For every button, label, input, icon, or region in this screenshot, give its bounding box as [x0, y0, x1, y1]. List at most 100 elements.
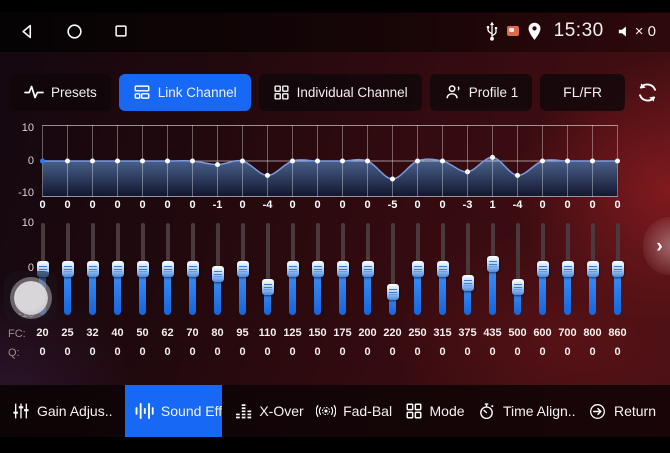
band-slider[interactable]	[255, 222, 280, 320]
refresh-icon[interactable]	[633, 78, 662, 107]
channel-pair-button[interactable]: FL/FR	[540, 73, 625, 111]
nav-xover[interactable]: X-Over	[234, 385, 304, 437]
back-icon[interactable]	[18, 22, 37, 41]
band-gain-value: -4	[512, 199, 523, 211]
band-slider[interactable]	[205, 222, 230, 320]
floating-ball[interactable]	[4, 271, 57, 324]
slider-thumb[interactable]	[386, 284, 399, 300]
band-gain-value: 0	[89, 199, 96, 211]
slider-thumb[interactable]	[436, 261, 449, 277]
band-slider[interactable]	[55, 222, 80, 320]
slider-thumb[interactable]	[486, 256, 499, 273]
slider-thumb-grip	[588, 266, 597, 272]
slider-thumb[interactable]	[86, 261, 99, 277]
slider-thumb-grip	[213, 270, 222, 277]
mute-icon[interactable]: × 0	[616, 23, 656, 40]
nav-return[interactable]: Return	[588, 385, 656, 437]
slider-thumb[interactable]	[311, 261, 324, 277]
next-page-chevron[interactable]: ›	[643, 217, 670, 275]
band-frequency: 200	[358, 327, 377, 339]
slider-thumb[interactable]	[236, 261, 249, 277]
band-slider[interactable]	[380, 222, 405, 320]
slider-thumb[interactable]	[611, 261, 624, 277]
slider-thumb[interactable]	[211, 265, 224, 282]
slider-thumb[interactable]	[561, 261, 574, 277]
slider-fill	[264, 287, 271, 315]
band-slider[interactable]	[555, 222, 580, 320]
band-slider[interactable]	[355, 222, 380, 320]
band-slider[interactable]	[80, 222, 105, 320]
slider-track[interactable]	[390, 223, 395, 315]
slider-thumb[interactable]	[161, 261, 174, 277]
slider-thumb[interactable]	[411, 261, 424, 277]
slider-thumb[interactable]	[336, 261, 349, 277]
band-slider[interactable]	[305, 222, 330, 320]
slider-thumb[interactable]	[111, 261, 124, 277]
band-slider[interactable]	[480, 222, 505, 320]
slider-thumb[interactable]	[136, 261, 149, 277]
band-slider[interactable]	[605, 222, 630, 320]
band-frequency: 80	[211, 327, 224, 339]
nav-gain-adjust[interactable]: Gain Adjus..	[12, 385, 113, 437]
band-slider[interactable]	[105, 222, 130, 320]
tab-presets[interactable]: Presets	[10, 73, 111, 111]
slider-fill	[439, 269, 446, 315]
band-slider[interactable]	[405, 222, 430, 320]
slider-thumb[interactable]	[461, 274, 474, 291]
band-slider[interactable]	[155, 222, 180, 320]
band-frequency: 435	[483, 327, 502, 339]
band-q-value: 0	[364, 346, 371, 358]
band-gain-value: 0	[364, 199, 371, 211]
slider-fill	[489, 264, 496, 315]
tab-profile-label: Profile 1	[468, 84, 519, 100]
band-slider[interactable]	[130, 222, 155, 320]
slider-track[interactable]	[465, 223, 470, 315]
band-slider[interactable]	[180, 222, 205, 320]
tab-profile[interactable]: Profile 1	[429, 73, 533, 111]
slider-thumb-grip	[238, 266, 247, 272]
slider-thumb[interactable]	[61, 261, 74, 277]
nav-sound-effect-label: Sound Effec	[160, 403, 222, 419]
band-q-value: 0	[114, 346, 121, 358]
band-gain-value: 0	[539, 199, 546, 211]
band-slider[interactable]	[530, 222, 555, 320]
slider-thumb[interactable]	[511, 279, 524, 296]
band-slider[interactable]	[330, 222, 355, 320]
band-slider[interactable]	[280, 222, 305, 320]
chevron-glyph: ›	[656, 235, 663, 257]
band-q-value: 0	[289, 346, 296, 358]
slider-thumb-grip	[438, 266, 447, 272]
slider-thumb[interactable]	[286, 261, 299, 277]
recents-icon[interactable]	[112, 22, 130, 40]
slider-thumb-grip	[188, 266, 197, 272]
band-slider[interactable]	[505, 222, 530, 320]
grid-icon	[273, 84, 290, 101]
band-slider[interactable]	[230, 222, 255, 320]
band-gain-value: -4	[262, 199, 273, 211]
nav-fad-bal[interactable]: Fad-Bal	[316, 385, 392, 437]
tab-individual-channel[interactable]: Individual Channel	[258, 73, 422, 111]
nav-time-align[interactable]: Time Align..	[477, 385, 576, 437]
band-slider[interactable]	[580, 222, 605, 320]
nav-mode[interactable]: Mode	[405, 385, 465, 437]
tab-individual-channel-label: Individual Channel	[296, 84, 408, 100]
band-q-value: 0	[264, 346, 271, 358]
band-q-value: 0	[139, 346, 146, 358]
slider-track[interactable]	[515, 223, 520, 315]
home-icon[interactable]	[65, 22, 84, 41]
slider-thumb[interactable]	[186, 261, 199, 277]
xover-bars-icon	[234, 402, 252, 420]
slider-thumb[interactable]	[536, 261, 549, 277]
slider-thumb[interactable]	[261, 279, 274, 296]
band-slider[interactable]	[455, 222, 480, 320]
slider-thumb[interactable]	[586, 261, 599, 277]
nav-gain-adjust-label: Gain Adjus..	[37, 403, 113, 419]
slider-thumb[interactable]	[361, 261, 374, 277]
band-frequency: 375	[458, 327, 477, 339]
slider-fill	[514, 287, 521, 315]
nav-sound-effect[interactable]: Sound Effec	[124, 385, 222, 437]
tab-link-channel[interactable]: Link Channel	[118, 73, 251, 111]
band-slider[interactable]	[430, 222, 455, 320]
slider-track[interactable]	[265, 223, 270, 315]
slider-fill	[89, 269, 96, 315]
